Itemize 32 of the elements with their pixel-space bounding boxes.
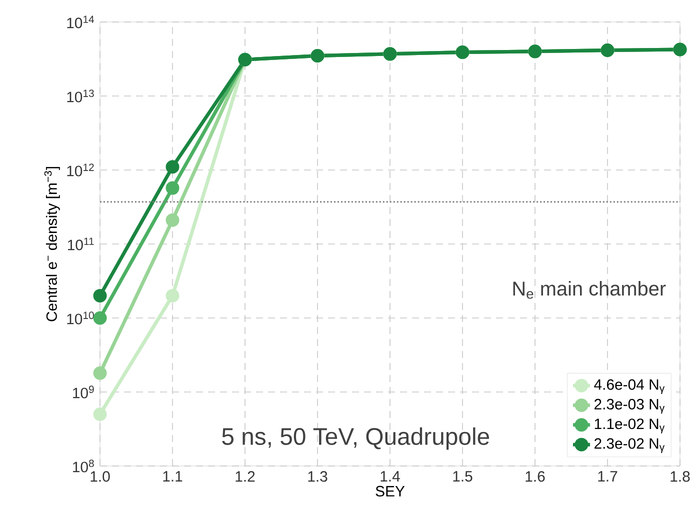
y-axis-title: Central e$^{−}$ density [m$^{−3}$] <box>44 167 60 322</box>
legend-title: N$_{e}$ main chamber <box>513 281 666 299</box>
x-tick-label: 1.5 <box>453 471 472 482</box>
y-tick-label: 10$^{12}$ <box>67 164 94 176</box>
legend-label: 2.3e-03 N$_{γ}$ <box>594 398 665 414</box>
legend-label: 2.3e-02 N$_{γ}$ <box>594 438 665 453</box>
y-tick-label: 10$^{14}$ <box>67 16 94 28</box>
point <box>93 311 107 325</box>
x-tick-label: 1.8 <box>670 471 690 482</box>
legend-label: 1.1e-02 N$_{γ}$ <box>594 418 665 434</box>
point <box>93 366 107 380</box>
annotation: 5 ns, 50 TeV, Quadrupole <box>222 427 490 450</box>
legend-label: 4.6e-04 N$_{γ}$ <box>594 379 665 394</box>
point <box>166 213 180 227</box>
y-tick-label: 10$^{9}$ <box>73 386 94 398</box>
y-tick-label: 10$^{10}$ <box>67 312 94 324</box>
point <box>93 408 107 422</box>
x-tick-label: 1.6 <box>526 471 545 482</box>
x-tick-label: 1.3 <box>308 471 328 482</box>
y-tick-label: 10$^{13}$ <box>67 90 94 102</box>
x-tick-label: 1.2 <box>236 471 255 482</box>
x-tick-label: 1.7 <box>598 471 618 482</box>
point <box>166 288 180 302</box>
point <box>93 288 107 302</box>
y-tick-label: 10$^{8}$ <box>73 460 94 472</box>
x-axis-title: SEY <box>376 486 405 496</box>
point <box>166 181 180 195</box>
x-tick-label: 1.0 <box>90 471 110 482</box>
x-tick-label: 1.1 <box>163 471 182 482</box>
y-tick-label: 10$^{11}$ <box>68 238 94 250</box>
x-tick-label: 1.4 <box>380 471 400 482</box>
point <box>166 160 180 174</box>
